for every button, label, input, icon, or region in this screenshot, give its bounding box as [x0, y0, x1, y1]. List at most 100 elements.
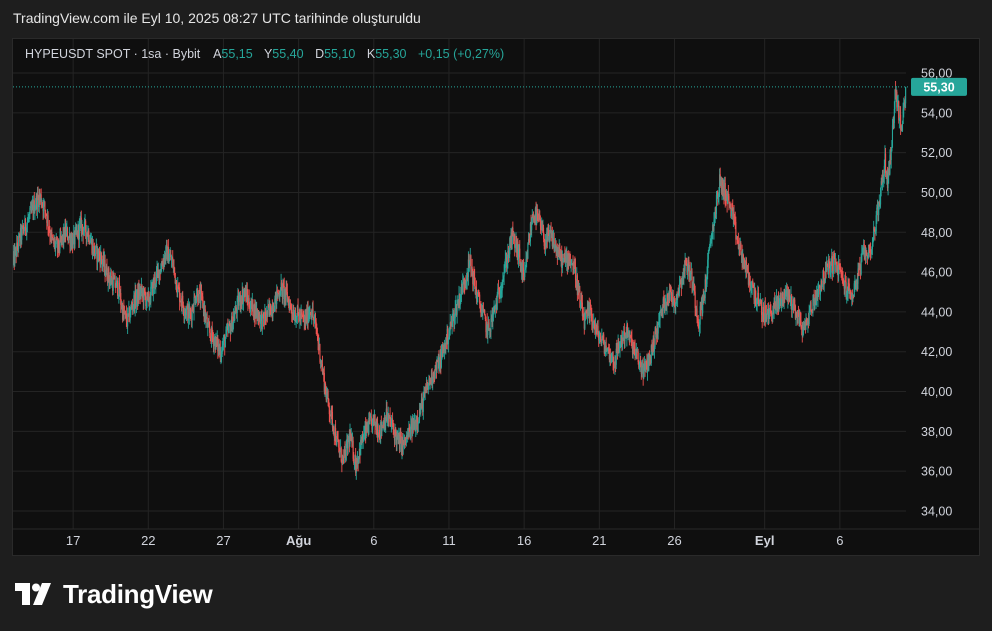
candle-body — [529, 223, 531, 242]
candle-body — [226, 329, 228, 331]
candle-body — [129, 315, 131, 321]
candle-body — [519, 261, 521, 264]
candle-body — [345, 443, 347, 460]
candle-body — [632, 345, 634, 355]
candle-body — [635, 351, 637, 356]
candle-body — [450, 322, 452, 324]
candle-body — [628, 332, 630, 333]
candle-body — [888, 167, 890, 174]
candle-body — [683, 268, 685, 279]
candle-body — [464, 285, 466, 287]
candle-body — [620, 335, 622, 342]
candle-body — [626, 324, 628, 339]
candle-body — [644, 363, 646, 371]
candle-body — [492, 312, 494, 321]
candle-body — [880, 187, 882, 205]
candle-body — [425, 389, 427, 392]
candle-body — [733, 212, 735, 219]
candle-body — [597, 325, 599, 333]
candle-body — [392, 424, 394, 430]
chart-panel[interactable]: 55,30 34,00 36,00 38,00 40,00 42,00 44,00 46,0… — [12, 38, 980, 556]
candle-body — [125, 311, 127, 314]
candle-body — [194, 296, 196, 304]
candle-body — [677, 287, 679, 294]
candle-body — [283, 286, 285, 300]
symbol-label[interactable]: HYPEUSDT SPOT · 1sa · Bybit — [25, 47, 201, 61]
candle-body — [700, 306, 702, 308]
candle-body — [299, 313, 302, 320]
candle-body — [596, 328, 598, 331]
candle-body — [462, 282, 464, 294]
candle-body — [264, 312, 266, 319]
candle-body — [103, 259, 106, 268]
candle-body — [157, 268, 159, 271]
candle-body — [82, 228, 84, 236]
candle-body — [135, 298, 137, 305]
candle-body — [541, 225, 543, 231]
candle-body — [674, 302, 676, 306]
candle-body — [68, 235, 70, 237]
candle-body — [454, 308, 456, 319]
candle-body — [325, 383, 327, 393]
candle-body — [806, 319, 808, 322]
candle-body — [572, 263, 574, 271]
candle-body — [874, 230, 876, 233]
candle-body — [180, 302, 183, 306]
candle-body — [130, 306, 132, 316]
candle-body — [358, 448, 360, 457]
candle-body — [294, 314, 296, 319]
candlestick-chart[interactable]: 55,30 34,00 36,00 38,00 40,00 42,00 44,00 46,0… — [13, 39, 979, 555]
candle-body — [382, 422, 384, 428]
candle-body — [366, 422, 368, 430]
candle-body — [242, 290, 244, 303]
candle-body — [835, 261, 837, 263]
candle-body — [830, 258, 832, 274]
candle-body — [574, 266, 577, 281]
candle-body — [394, 428, 396, 441]
candle-body — [779, 292, 781, 302]
candle-body — [408, 427, 410, 437]
candle-body — [147, 294, 149, 295]
candle-body — [33, 200, 35, 214]
candle-body — [520, 261, 522, 271]
candle-body — [767, 309, 769, 313]
candle-body — [501, 281, 503, 291]
candle-body — [809, 302, 811, 308]
candle-body — [312, 309, 314, 318]
candle-body — [284, 289, 286, 300]
candle-body — [441, 350, 443, 352]
candle-body — [236, 298, 238, 314]
candle-body — [377, 435, 379, 438]
candle-body — [138, 289, 141, 299]
candle-body — [704, 279, 706, 299]
candle-body — [651, 345, 653, 351]
candle-body — [77, 225, 79, 238]
candle-body — [672, 296, 674, 305]
candle-body — [144, 292, 146, 297]
candle-body — [777, 297, 780, 309]
candle-body — [335, 427, 337, 443]
candle-body — [678, 283, 681, 294]
candle-body — [801, 329, 803, 336]
candle-body — [439, 365, 441, 371]
candle-body — [727, 193, 729, 204]
candle-body — [518, 248, 520, 250]
candle-body — [411, 420, 413, 434]
candle-body — [85, 221, 87, 233]
candle-body — [849, 291, 851, 294]
candle-body — [395, 434, 397, 444]
candle-body — [885, 153, 887, 174]
candle-body — [320, 361, 322, 365]
candle-body — [700, 301, 702, 308]
candle-body — [118, 282, 120, 296]
tradingview-brand[interactable]: TradingView — [15, 578, 213, 610]
candle-body — [208, 323, 210, 328]
candle-body — [105, 274, 107, 276]
candle-body — [148, 294, 150, 304]
candle-body — [140, 285, 142, 290]
candle-body — [752, 285, 754, 288]
candle-body — [645, 360, 647, 363]
candle-body — [155, 273, 157, 284]
candle-body — [831, 256, 833, 273]
candle-body — [578, 288, 580, 293]
